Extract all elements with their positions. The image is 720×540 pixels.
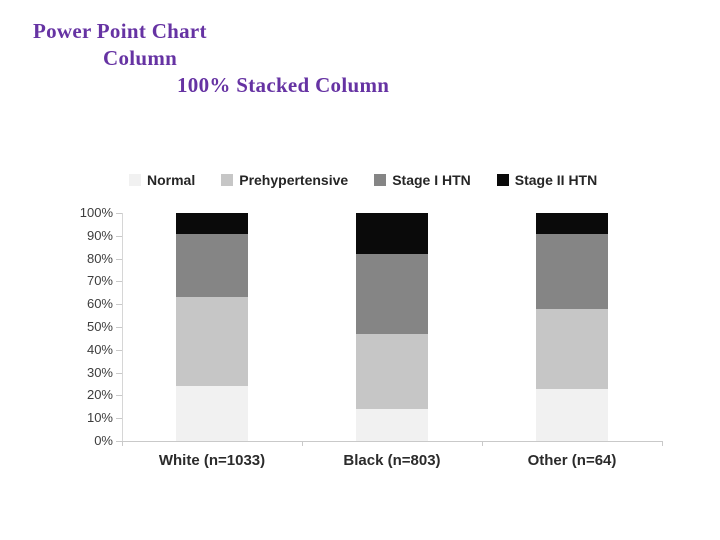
y-axis-label: 0% xyxy=(94,433,113,448)
y-axis-tick xyxy=(116,395,122,397)
legend-swatch-icon xyxy=(496,174,509,186)
legend-item: Normal xyxy=(129,172,195,188)
y-axis-line xyxy=(122,213,123,441)
bar-segment xyxy=(176,233,248,298)
y-axis-tick xyxy=(116,418,122,420)
bar-segment xyxy=(176,213,248,234)
legend-item: Stage I HTN xyxy=(374,172,471,188)
y-axis-tick xyxy=(116,235,122,237)
legend-label: Normal xyxy=(147,172,196,188)
legend-swatch-icon xyxy=(221,174,234,186)
bar-segment xyxy=(176,386,248,441)
y-axis-label: 30% xyxy=(86,364,113,380)
y-axis-label: 70% xyxy=(86,273,113,289)
y-axis-label: 50% xyxy=(86,319,113,334)
y-axis-label: 10% xyxy=(86,410,113,426)
y-axis-label: 100% xyxy=(79,205,113,220)
slide-title-line-2: Column xyxy=(103,46,178,70)
y-axis-label: 40% xyxy=(86,341,113,357)
x-axis-tick xyxy=(482,441,483,446)
bar-segment xyxy=(356,213,428,255)
x-axis-label: Other (n=64) xyxy=(527,452,617,469)
bar-segment xyxy=(536,308,608,389)
x-axis-line xyxy=(122,441,663,442)
x-axis-tick xyxy=(122,441,123,446)
legend-item: Stage II HTN xyxy=(496,172,598,188)
legend-label: Stage II HTN xyxy=(514,172,598,188)
legend-item: Prehypertensive xyxy=(221,172,348,188)
legend-swatch-icon xyxy=(129,174,141,186)
y-axis-label: 60% xyxy=(86,296,113,312)
y-axis-tick xyxy=(116,281,122,283)
y-axis-tick xyxy=(116,258,122,260)
y-axis-tick xyxy=(116,327,122,328)
legend-label: Stage I HTN xyxy=(392,172,471,188)
legend-label: Prehypertensive xyxy=(239,172,349,188)
bar-segment xyxy=(536,388,608,441)
x-axis-tick xyxy=(662,441,663,446)
slide-title: Power Point Chart Column 100% Stacked Co… xyxy=(33,18,389,99)
bar-segment xyxy=(536,213,608,234)
x-axis-label: White (n=1033) xyxy=(158,452,266,469)
y-axis-tick xyxy=(116,372,122,374)
bar-segment xyxy=(356,409,428,441)
x-axis-tick xyxy=(302,441,303,446)
y-axis-tick xyxy=(116,441,122,442)
bar-segment xyxy=(176,297,248,387)
slide-title-line-1: Power Point Chart xyxy=(33,19,207,43)
x-axis-label: Black (n=803) xyxy=(343,452,441,469)
legend-swatch-icon xyxy=(374,174,387,186)
bar-segment xyxy=(356,333,428,410)
bar-segment xyxy=(536,233,608,309)
slide-title-line-3: 100% Stacked Column xyxy=(177,73,390,97)
y-axis-label: 90% xyxy=(86,227,113,243)
y-axis-tick xyxy=(116,213,122,214)
y-axis-tick xyxy=(116,304,122,306)
y-axis-label: 80% xyxy=(86,250,113,266)
y-axis-label: 20% xyxy=(86,387,113,403)
y-axis-tick xyxy=(116,349,122,351)
chart-legend: Normal Prehypertensive Stage I HTN Stage II… xyxy=(129,170,597,190)
bar-segment xyxy=(356,254,428,334)
